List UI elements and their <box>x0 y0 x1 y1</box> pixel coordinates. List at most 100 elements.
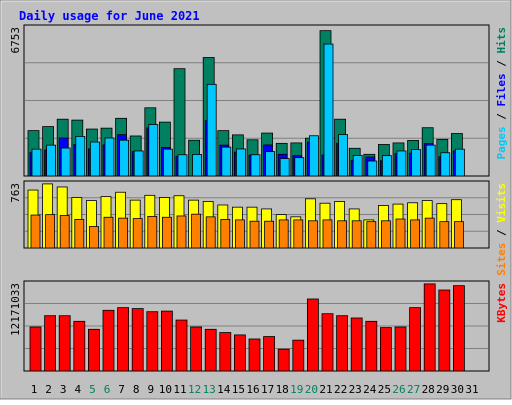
bar-sites-day-27 <box>410 219 421 249</box>
bar-pages-day-12 <box>192 154 203 177</box>
bar-pages-day-11 <box>177 154 188 177</box>
bar-kbytes-day-9 <box>146 311 159 372</box>
bar-sites-day-9 <box>147 215 158 249</box>
panel-visits-sites-legend: Sites / Visits <box>495 183 508 276</box>
bar-kbytes-day-21 <box>321 313 334 372</box>
panel-hits-files-pages: 6753 Pages / Files / Hits <box>9 24 508 177</box>
bar-kbytes-day-19 <box>292 339 305 372</box>
bar-kbytes-day-8 <box>131 308 144 372</box>
x-tick-label-day-11: 11 <box>173 383 186 396</box>
bar-kbytes-day-15 <box>233 334 246 372</box>
x-tick-label-day-2: 2 <box>45 383 52 396</box>
bar-kbytes-day-25 <box>379 327 392 372</box>
x-tick-label-day-14: 14 <box>217 383 231 396</box>
bar-pages-day-14 <box>221 146 232 177</box>
x-tick-label-day-17: 17 <box>261 383 274 396</box>
bar-sites-day-3 <box>59 215 70 249</box>
x-tick-label-day-10: 10 <box>159 383 172 396</box>
bar-sites-day-16 <box>249 220 260 249</box>
bar-kbytes-day-14 <box>219 332 232 372</box>
x-tick-label-day-12: 12 <box>188 383 201 396</box>
bar-pages-day-7 <box>119 139 129 177</box>
bar-kbytes-day-20 <box>306 298 319 372</box>
bar-pages-day-17 <box>265 151 276 177</box>
x-tick-label-day-27: 27 <box>407 383 420 396</box>
bar-kbytes-day-16 <box>248 338 261 372</box>
legend-label: KBytes <box>495 283 508 323</box>
legend-label: Visits <box>495 183 508 223</box>
x-tick-label-day-7: 7 <box>118 383 125 396</box>
bar-sites-day-20 <box>307 220 318 249</box>
bar-pages-day-3 <box>60 147 71 177</box>
bar-pages-day-24 <box>367 160 378 177</box>
x-tick-label-day-25: 25 <box>378 383 391 396</box>
bar-sites-day-17 <box>264 220 275 249</box>
bar-sites-day-23 <box>351 220 362 249</box>
x-axis: 1 2 3 4 5 6 7 8 9 10 11 12 13 14 15 16 17 18 19 20 21 22 23 24 2… <box>31 383 479 396</box>
bar-kbytes-day-11 <box>175 319 188 372</box>
bar-pages-day-30 <box>454 148 465 177</box>
x-tick-label-day-6: 6 <box>104 383 111 396</box>
bar-pages-day-26 <box>396 150 407 177</box>
bar-pages-day-18 <box>279 158 290 177</box>
bar-kbytes-day-12 <box>190 326 203 372</box>
bar-kbytes-day-2 <box>44 315 56 372</box>
x-tick-label-day-20: 20 <box>305 383 318 396</box>
bar-kbytes-day-4 <box>73 320 86 372</box>
bar-sites-day-29 <box>439 221 450 249</box>
bar-kbytes-day-29 <box>438 289 451 372</box>
bar-pages-day-2 <box>46 144 56 177</box>
bar-sites-day-8 <box>132 218 143 249</box>
bar-pages-day-23 <box>352 155 363 177</box>
legend-label: / <box>495 107 508 127</box>
bar-sites-day-1 <box>30 214 41 249</box>
legend-label: Pages <box>495 126 508 159</box>
panel-visits-sites-ymax-label: 763 <box>9 183 22 203</box>
panel-visits-sites: 763 Sites / Visits <box>9 180 508 276</box>
bar-sites-day-19 <box>293 219 304 249</box>
x-tick-label-day-8: 8 <box>133 383 140 396</box>
bar-kbytes-day-24 <box>365 320 378 372</box>
x-tick-label-day-18: 18 <box>276 383 289 396</box>
bar-pages-day-29 <box>440 152 451 177</box>
x-tick-label-day-4: 4 <box>74 383 81 396</box>
bar-sites-day-25 <box>380 220 391 249</box>
x-tick-label-day-15: 15 <box>232 383 245 396</box>
bar-sites-day-26 <box>395 218 406 249</box>
bar-sites-day-24 <box>366 221 377 249</box>
bar-pages-day-21 <box>323 43 334 177</box>
bar-pages-day-28 <box>425 144 436 177</box>
bar-sites-day-5 <box>89 226 99 249</box>
legend-label: Sites <box>495 243 508 276</box>
bar-sites-day-22 <box>337 220 348 249</box>
bar-kbytes-day-27 <box>409 307 422 372</box>
panel-kbytes: 12171033 KBytes <box>9 280 508 372</box>
x-tick-label-day-24: 24 <box>363 383 377 396</box>
x-tick-label-day-31: 31 <box>465 383 478 396</box>
bar-kbytes-day-1 <box>29 326 42 372</box>
panel-kbytes-legend: KBytes <box>495 283 508 323</box>
panel-kbytes-ymax-label: 12171033 <box>9 283 22 336</box>
bar-pages-day-1 <box>31 148 42 177</box>
bar-pages-day-5 <box>90 141 100 177</box>
bar-pages-day-27 <box>411 149 422 177</box>
bar-sites-day-15 <box>234 219 245 249</box>
x-tick-label-day-21: 21 <box>319 383 332 396</box>
bar-sites-day-13 <box>205 216 216 249</box>
bar-sites-day-2 <box>45 214 55 249</box>
bar-kbytes-day-5 <box>88 328 100 372</box>
x-tick-label-day-16: 16 <box>246 383 259 396</box>
bar-pages-day-22 <box>338 134 349 177</box>
bar-sites-day-6 <box>103 216 114 249</box>
legend-label: / <box>495 54 508 74</box>
bar-kbytes-day-26 <box>394 326 407 372</box>
bar-kbytes-day-18 <box>277 348 290 372</box>
panel-hits-files-pages-ymax-label: 6753 <box>9 27 22 54</box>
bar-pages-day-8 <box>133 150 144 177</box>
bar-pages-day-13 <box>206 83 217 177</box>
bar-pages-day-4 <box>75 136 86 177</box>
chart-title: Daily usage for June 2021 <box>19 9 200 23</box>
bar-pages-day-19 <box>294 157 305 177</box>
x-tick-label-day-22: 22 <box>334 383 347 396</box>
